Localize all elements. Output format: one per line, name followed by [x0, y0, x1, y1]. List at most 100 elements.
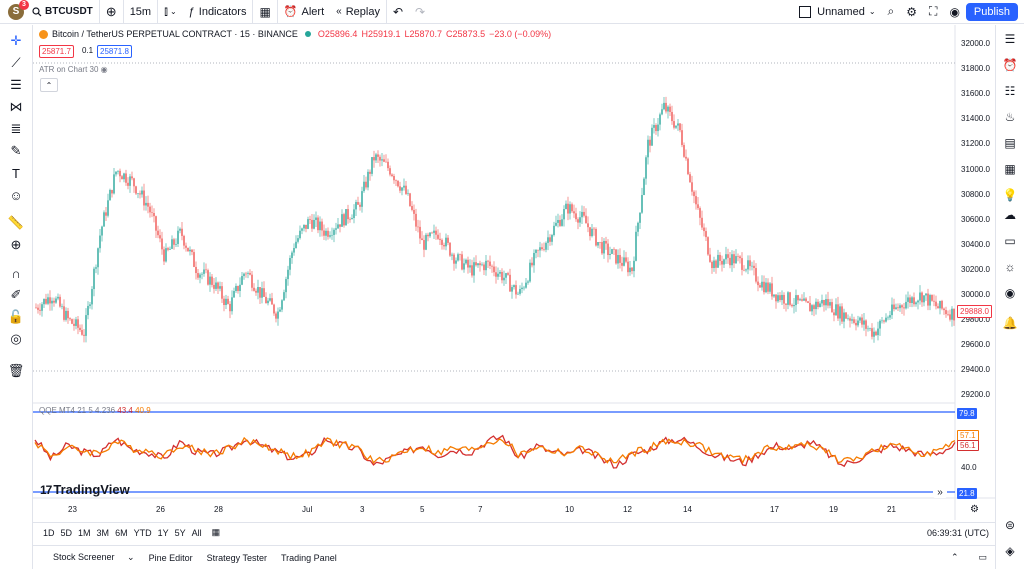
candle-body [203, 269, 205, 274]
candle-body [947, 314, 949, 315]
candle-body [363, 181, 365, 192]
range-all[interactable]: All [191, 527, 202, 538]
candle-body [891, 304, 893, 316]
redo-button[interactable]: ↷ [409, 0, 431, 24]
symbol-search-button[interactable]: BTCUSDT [26, 0, 100, 24]
tab-stock-screener[interactable]: Stock Screener ⌄ [53, 552, 135, 562]
candle-body [451, 254, 453, 256]
text-icon[interactable]: T [12, 165, 20, 181]
trash-icon[interactable]: 🗑 [7, 363, 25, 378]
axis-settings-button[interactable]: ⚙ [970, 504, 979, 515]
news-icon[interactable]: ▦ [1004, 162, 1016, 176]
range-1m[interactable]: 1M [78, 527, 91, 538]
utc-clock[interactable]: 06:39:31 (UTC) [926, 527, 989, 538]
candle-body [195, 266, 197, 274]
calendar-icon[interactable]: ▤ [1004, 136, 1016, 150]
candle-body [583, 211, 585, 216]
quick-search-button[interactable]: ⌕ [882, 0, 901, 24]
candle-body [305, 224, 307, 229]
maximize-panel-button[interactable]: ▭ [968, 552, 987, 563]
crosshair-icon[interactable]: ✛ [10, 33, 22, 48]
candle-body [915, 302, 917, 305]
candle-body [659, 114, 661, 125]
templates-button[interactable]: ▦ [253, 0, 278, 24]
hotlist-icon[interactable]: ♨ [1004, 110, 1016, 124]
alarm-icon[interactable]: ⏰ [1002, 58, 1018, 72]
range-1d[interactable]: 1D [43, 527, 55, 538]
symbol-title[interactable]: Bitcoin / TetherUS PERPETUAL CONTRACT · … [52, 29, 298, 39]
collapse-panel-button[interactable]: ⌃ [941, 552, 959, 563]
price-tick-label: 31200.0 [961, 139, 990, 149]
stream-icon[interactable]: ◉ [1004, 286, 1016, 300]
lock-icon[interactable]: 🔓 [7, 309, 25, 324]
candle-body [495, 272, 497, 277]
emoji-icon[interactable]: ☺ [9, 187, 23, 203]
alert-button[interactable]: ⏰ Alert [283, 5, 325, 19]
data-window-icon[interactable]: ☷ [1004, 84, 1016, 98]
search-icon [32, 6, 42, 16]
range-6m[interactable]: 6M [115, 527, 128, 538]
notification-badge: 3 [19, 0, 29, 10]
chart-type-button[interactable]: ⫾ ⌄ [158, 0, 183, 24]
tab-strategy-tester[interactable]: Strategy Tester [206, 552, 267, 563]
brush-icon[interactable]: ✎ [10, 143, 22, 158]
indicators-button[interactable]: ƒ Indicators [183, 0, 254, 24]
candle-body [863, 320, 865, 325]
watchlist-icon[interactable]: ☰ [1004, 32, 1016, 46]
gear-icon: ⚙ [970, 504, 979, 515]
snapshot-button[interactable]: ◉ [943, 0, 965, 24]
candle-body [533, 252, 535, 266]
bulb-icon[interactable]: ☼ [1004, 260, 1016, 274]
eye-icon[interactable]: ◉ [100, 65, 108, 74]
fullscreen-button[interactable]: ⛶ [923, 0, 943, 24]
trend-line-icon[interactable]: ⟋ [11, 55, 21, 70]
range-5y[interactable]: 5Y [174, 527, 186, 538]
range-5d[interactable]: 5D [60, 527, 73, 538]
settings-button[interactable]: ⚙ [900, 0, 923, 24]
sell-price-box[interactable]: 25871.7 [39, 45, 74, 58]
publish-button[interactable]: Publish [965, 2, 1018, 21]
buy-price-box[interactable]: 25871.8 [97, 45, 132, 58]
candle-body [201, 273, 203, 275]
layout-button[interactable]: Unnamed ⌄ [793, 0, 881, 24]
pattern-icon[interactable]: ⋈ [9, 99, 23, 114]
atr-indicator-label[interactable]: ATR on Chart 30 ◉ [39, 65, 108, 74]
horizontal-lines-icon[interactable]: ☰ [10, 77, 22, 92]
tab-pine-editor[interactable]: Pine Editor [148, 552, 193, 563]
candle-body [547, 237, 549, 243]
range-ytd[interactable]: YTD [133, 527, 152, 538]
candle-body [85, 315, 87, 336]
interval-button[interactable]: 15m [124, 0, 159, 24]
range-1y[interactable]: 1Y [157, 527, 169, 538]
layers-icon[interactable]: ◈ [1005, 544, 1015, 558]
date-tick-label: 21 [887, 505, 896, 514]
range-3m[interactable]: 3M [96, 527, 110, 538]
candle-body [707, 237, 709, 255]
scroll-to-realtime-button[interactable]: » [933, 486, 947, 498]
candle-body [319, 221, 321, 231]
candle-body [819, 303, 821, 307]
tab-trading-panel[interactable]: Trading Panel [281, 552, 337, 563]
candle-body [771, 283, 773, 297]
undo-button[interactable]: ↶ [387, 0, 409, 24]
collapse-legend-button[interactable]: ⌃ [40, 78, 58, 92]
help-icon[interactable]: ⊜ [1004, 518, 1016, 532]
magnet-icon[interactable]: ∩ [11, 265, 21, 281]
ideas-icon[interactable]: 💡 [1002, 188, 1018, 202]
eye-icon[interactable]: ◎ [10, 331, 22, 346]
compare-button[interactable]: ⊕ [100, 0, 124, 24]
price-tick-label: 29600.0 [961, 340, 990, 350]
cloud-icon[interactable]: ☁ [1004, 208, 1016, 222]
fib-icon[interactable]: ≣ [10, 121, 22, 136]
qqe-indicator-label[interactable]: QQE MT4 21 5 4.236 43.4 40.9 [39, 406, 151, 415]
notifications-icon[interactable]: 🔔 [1002, 316, 1018, 330]
candle-body [611, 249, 613, 254]
replay-button[interactable]: «Replay [330, 0, 387, 24]
date-range-icon[interactable]: ▦ [211, 527, 221, 537]
chat-icon[interactable]: ▭ [1004, 234, 1016, 248]
zoom-in-icon[interactable]: ⊕ [10, 237, 22, 252]
ruler-icon[interactable]: 📏 [7, 215, 25, 230]
lock-drawings-icon[interactable]: ✐ [10, 287, 22, 302]
